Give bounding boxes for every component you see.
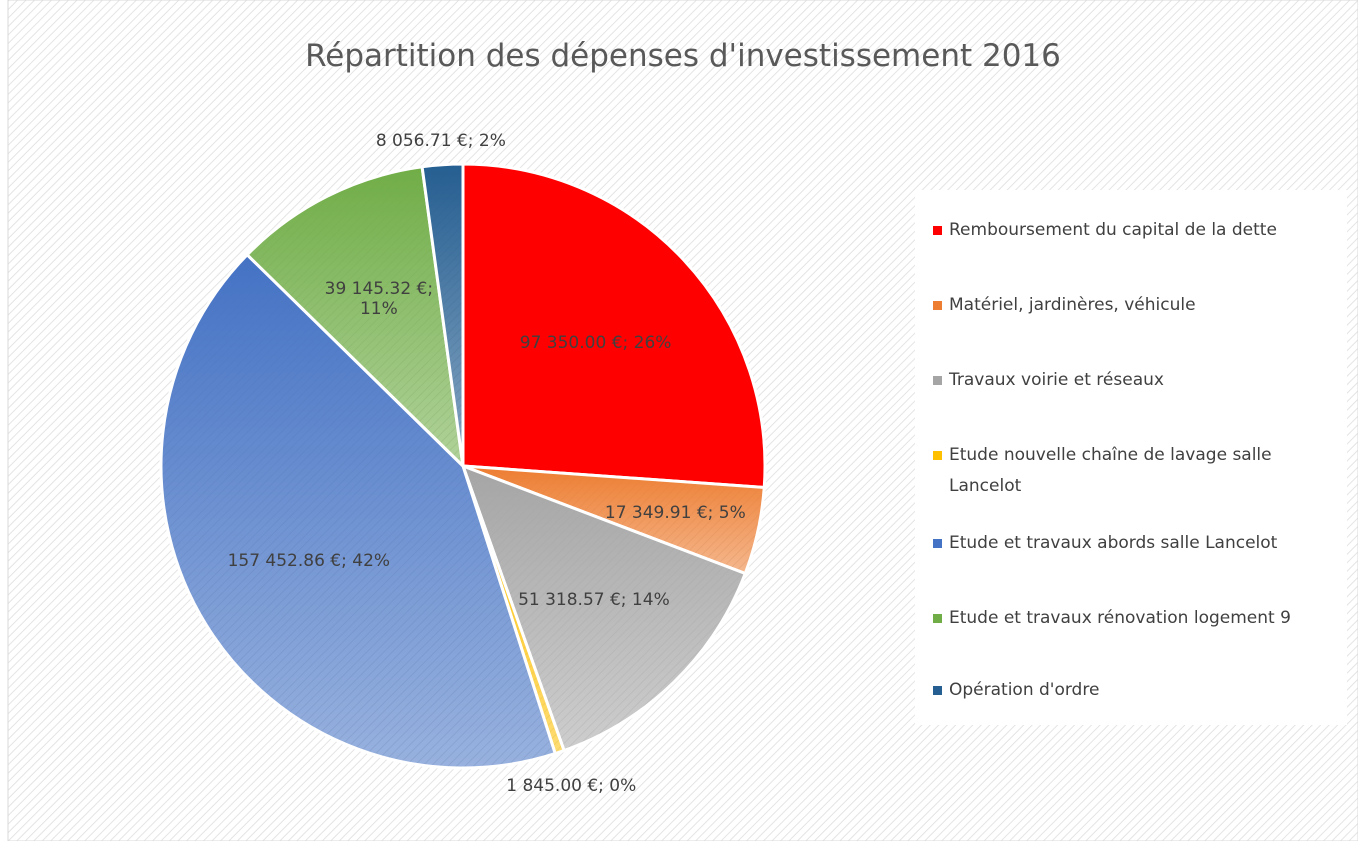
legend: Remboursement du capital de la dette Maté… [915, 190, 1347, 725]
legend-item: Travaux voirie et réseaux [933, 365, 1333, 396]
legend-swatch [933, 686, 942, 695]
data-label: 8 056.71 €; 2% [375, 130, 506, 151]
pie-slice [159, 252, 558, 770]
pie-slice [420, 162, 465, 467]
data-label: 51 318.57 €; 14% [518, 589, 670, 610]
legend-label: Etude et travaux abords salle Lancelot [949, 533, 1278, 553]
data-label: 17 349.91 €; 5% [604, 502, 746, 523]
pie-slice [245, 165, 466, 471]
legend-swatch [933, 539, 942, 548]
legend-item: Etude et travaux rénovation logement 9 [933, 603, 1333, 634]
legend-swatch [933, 226, 942, 235]
legend-item: Opération d'ordre [933, 675, 1333, 706]
data-label: 157 452.86 €; 42% [227, 551, 391, 572]
legend-label: Remboursement du capital de la dette [949, 220, 1277, 240]
legend-label: Travaux voirie et réseaux [949, 370, 1164, 390]
legend-swatch [933, 376, 942, 385]
data-label: 97 350.00 €; 26% [519, 332, 672, 353]
legend-label: Etude et travaux rénovation logement 9 [949, 608, 1291, 628]
pie-slice [461, 162, 767, 490]
legend-swatch [933, 301, 942, 310]
data-label: 1 845.00 €; 0% [506, 776, 637, 797]
legend-item: Etude nouvelle chaîne de lavage salle La… [933, 440, 1333, 502]
legend-label: Etude nouvelle chaîne de lavage salle La… [949, 445, 1272, 496]
legend-swatch [933, 614, 942, 623]
chart-title: Répartition des dépenses d'investissemen… [305, 38, 1061, 74]
data-label: 39 145.32 €; 11% [324, 278, 434, 319]
legend-label: Opération d'ordre [949, 680, 1100, 700]
legend-item: Remboursement du capital de la dette [933, 215, 1333, 246]
legend-item: Matériel, jardinères, véhicule [933, 290, 1333, 321]
legend-label: Matériel, jardinères, véhicule [949, 295, 1196, 315]
pie-slice [460, 463, 748, 753]
legend-swatch [933, 451, 942, 460]
legend-item: Etude et travaux abords salle Lancelot [933, 528, 1333, 559]
